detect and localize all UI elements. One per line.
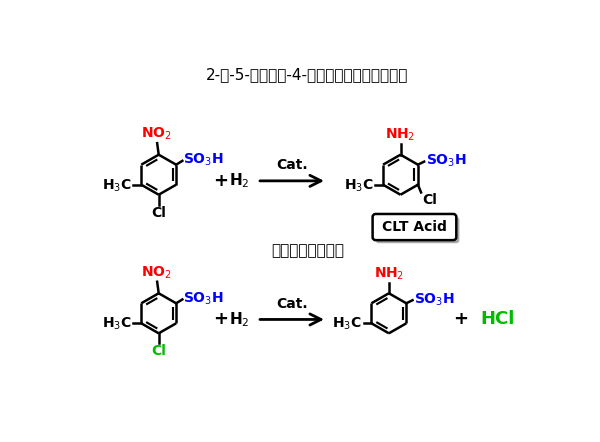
Text: H$_3$C: H$_3$C xyxy=(102,316,132,332)
Text: SO$_3$H: SO$_3$H xyxy=(414,291,455,308)
Text: H$_3$C: H$_3$C xyxy=(344,177,374,194)
Text: 2-氯-5-硝基甲苯-4-磺酸催化加氢反应式如下: 2-氯-5-硝基甲苯-4-磺酸催化加氢反应式如下 xyxy=(206,67,409,82)
Text: 脱氯副反应式如下: 脱氯副反应式如下 xyxy=(271,243,344,258)
Text: NO$_2$: NO$_2$ xyxy=(141,265,172,281)
Text: +: + xyxy=(213,172,228,190)
Text: H$_2$: H$_2$ xyxy=(229,310,250,329)
FancyBboxPatch shape xyxy=(376,217,460,243)
Text: SO$_3$H: SO$_3$H xyxy=(183,152,224,168)
Text: Cl: Cl xyxy=(151,206,166,220)
Text: HCl: HCl xyxy=(480,310,515,328)
Text: NH$_2$: NH$_2$ xyxy=(385,127,416,143)
Text: +: + xyxy=(454,310,469,328)
Text: NH$_2$: NH$_2$ xyxy=(374,265,404,282)
Text: Cl: Cl xyxy=(422,193,437,207)
Text: NO$_2$: NO$_2$ xyxy=(141,126,172,142)
Text: H$_2$: H$_2$ xyxy=(229,171,250,190)
Text: H$_3$C: H$_3$C xyxy=(332,316,362,332)
Text: CLT Acid: CLT Acid xyxy=(382,220,447,234)
Text: Cat.: Cat. xyxy=(276,297,308,311)
Text: SO$_3$H: SO$_3$H xyxy=(183,290,224,307)
Text: Cl: Cl xyxy=(151,344,166,358)
Text: SO$_3$H: SO$_3$H xyxy=(426,152,467,169)
Text: Cat.: Cat. xyxy=(276,158,308,172)
FancyBboxPatch shape xyxy=(373,214,457,240)
Text: H$_3$C: H$_3$C xyxy=(102,177,132,194)
Text: +: + xyxy=(213,310,228,328)
